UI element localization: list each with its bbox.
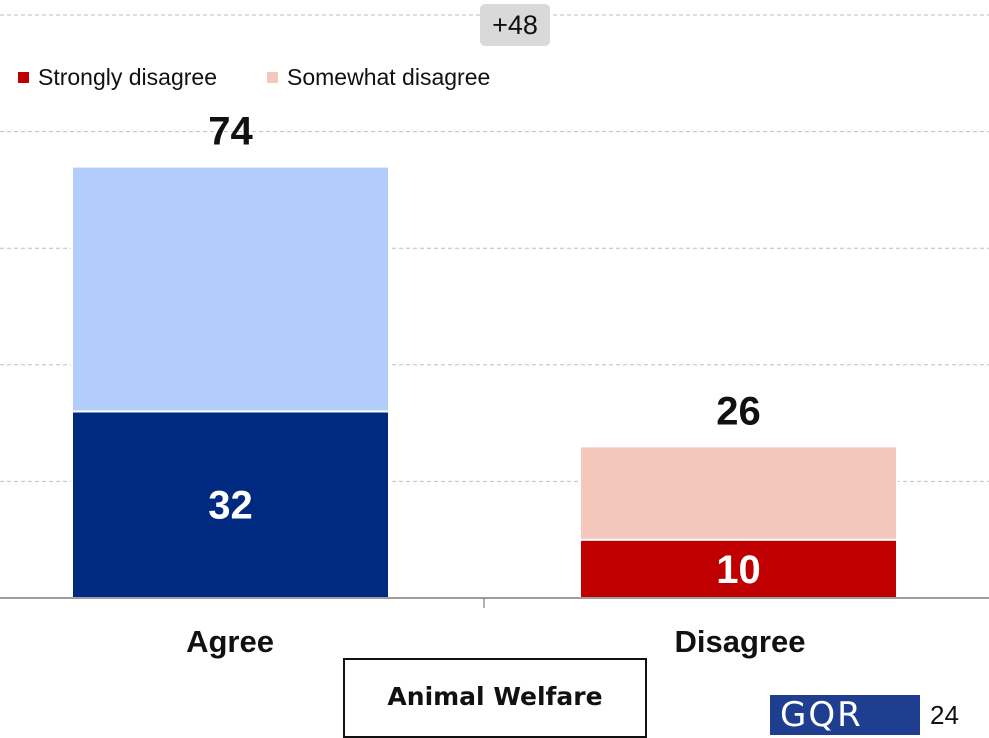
gqr-logo: GQR: [770, 695, 920, 735]
difference-badge: +48: [480, 4, 550, 46]
data-labels: 74 32 26 10: [208, 110, 761, 592]
legend: Strongly disagree Somewhat disagree: [18, 64, 540, 91]
bar-agree-upper: [71, 165, 390, 413]
bar-disagree-upper: [579, 445, 898, 541]
legend-swatch-strongly-disagree: [18, 72, 29, 83]
bars: [71, 165, 898, 600]
legend-item-somewhat-disagree: Somewhat disagree: [267, 64, 490, 91]
legend-swatch-somewhat-disagree: [267, 72, 278, 83]
data-label-disagree-lower: 10: [716, 548, 761, 592]
legend-label-strongly-disagree: Strongly disagree: [38, 64, 217, 90]
data-label-agree-lower: 32: [208, 484, 253, 528]
page-number: 24: [930, 700, 959, 730]
data-label-disagree-total: 26: [716, 389, 761, 433]
category-label-disagree: Disagree: [674, 624, 806, 659]
data-label-agree-total: 74: [208, 110, 253, 154]
subject-label-box: Animal Welfare: [343, 658, 647, 738]
category-label-agree: Agree: [186, 624, 274, 659]
legend-label-somewhat-disagree: Somewhat disagree: [287, 64, 491, 90]
legend-item-strongly-disagree: Strongly disagree: [18, 64, 217, 91]
bar-agree-lower: [71, 410, 390, 599]
